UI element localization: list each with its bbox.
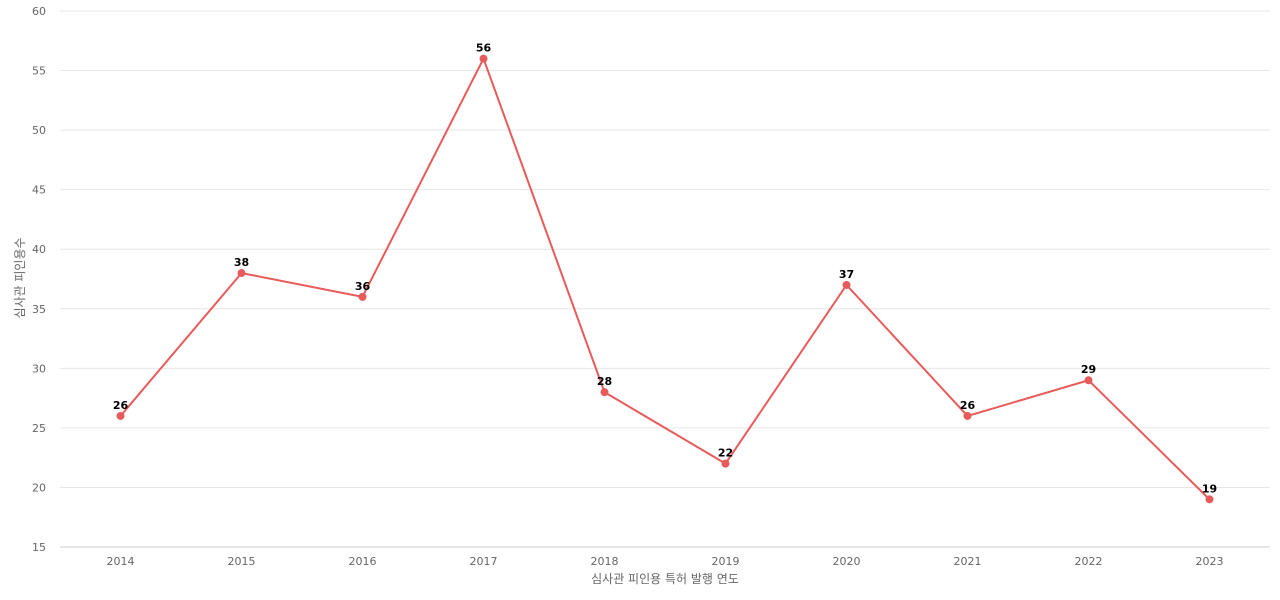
grid-layer bbox=[60, 10, 1270, 548]
data-label: 28 bbox=[597, 375, 612, 388]
y-tick-label: 30 bbox=[32, 362, 46, 375]
y-tick-label: 45 bbox=[32, 184, 46, 197]
y-tick-label: 25 bbox=[32, 422, 46, 435]
y-axis-title: 심사관 피인용수 bbox=[13, 237, 27, 318]
data-labels: 26 38 36 56 28 22 37 26 29 19 bbox=[113, 42, 1217, 496]
data-point[interactable] bbox=[479, 54, 488, 63]
series-layer bbox=[116, 54, 1214, 504]
data-point[interactable] bbox=[600, 388, 609, 397]
x-axis-ticks: 2014 2015 2016 2017 2018 2019 2020 2021 2022 2023 bbox=[107, 555, 1224, 568]
data-point[interactable] bbox=[237, 269, 246, 278]
y-axis-ticks: 15 20 25 30 35 40 45 50 55 60 bbox=[32, 5, 46, 554]
data-label: 26 bbox=[113, 399, 129, 412]
x-tick-label: 2017 bbox=[470, 555, 498, 568]
data-point[interactable] bbox=[1205, 495, 1214, 504]
data-point[interactable] bbox=[1084, 376, 1093, 385]
y-tick-label: 15 bbox=[32, 541, 46, 554]
data-label: 56 bbox=[476, 42, 492, 55]
x-tick-label: 2016 bbox=[349, 555, 377, 568]
data-point[interactable] bbox=[116, 411, 125, 420]
data-label: 36 bbox=[355, 280, 371, 293]
x-tick-label: 2014 bbox=[107, 555, 135, 568]
y-tick-label: 55 bbox=[32, 65, 46, 78]
data-point[interactable] bbox=[842, 280, 851, 289]
data-label: 29 bbox=[1081, 363, 1096, 376]
data-label: 26 bbox=[960, 399, 976, 412]
x-tick-label: 2015 bbox=[228, 555, 256, 568]
y-tick-label: 50 bbox=[32, 124, 46, 137]
x-axis-title: 심사관 피인용 특허 발행 연도 bbox=[591, 571, 739, 586]
data-point[interactable] bbox=[721, 459, 730, 468]
y-tick-label: 20 bbox=[32, 481, 46, 494]
x-tick-label: 2019 bbox=[712, 555, 740, 568]
x-tick-label: 2022 bbox=[1075, 555, 1103, 568]
y-tick-label: 60 bbox=[32, 5, 46, 18]
y-tick-label: 35 bbox=[32, 303, 46, 316]
data-point[interactable] bbox=[358, 292, 367, 301]
y-tick-label: 40 bbox=[32, 243, 46, 256]
data-label: 22 bbox=[718, 447, 733, 460]
series-line bbox=[119, 56, 1211, 501]
x-tick-label: 2018 bbox=[591, 555, 619, 568]
data-point[interactable] bbox=[963, 411, 972, 420]
data-label: 38 bbox=[234, 256, 249, 269]
data-label: 19 bbox=[1202, 482, 1217, 495]
x-tick-label: 2023 bbox=[1196, 555, 1224, 568]
x-tick-label: 2020 bbox=[833, 555, 861, 568]
x-tick-label: 2021 bbox=[954, 555, 982, 568]
data-label: 37 bbox=[839, 268, 854, 281]
